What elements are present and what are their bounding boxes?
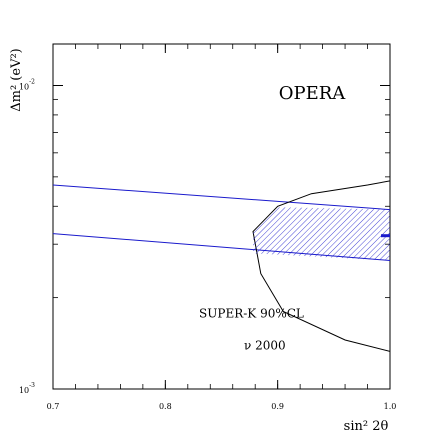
- x-tick-label: 0.8: [159, 402, 172, 411]
- y-tick-label: 10-2: [19, 78, 35, 91]
- labels-layer: 0.7 0.8 0.9 1.0 10-3 10-2 SUPER-K 90%CL ν 2000: [19, 78, 396, 411]
- series-layer: [53, 180, 390, 352]
- x-tick-label: 0.9: [271, 402, 284, 411]
- overlap-hatched-region: [253, 207, 390, 261]
- x-tick-label: 1.0: [384, 402, 397, 411]
- y-tick-label: 10-3: [19, 382, 35, 395]
- y-axis-title: Δm² (eV²): [9, 48, 24, 112]
- superk-contour: [252, 180, 390, 352]
- nu-label: ν 2000: [244, 338, 286, 352]
- chart-title: OPERA: [279, 83, 347, 104]
- x-tick-label: 0.7: [47, 402, 60, 411]
- superk-label: SUPER-K 90%CL: [199, 307, 304, 321]
- opera-upper-line: [53, 184, 390, 211]
- ticks-layer: [52, 44, 391, 390]
- x-axis-title: sin² 2θ: [344, 419, 389, 434]
